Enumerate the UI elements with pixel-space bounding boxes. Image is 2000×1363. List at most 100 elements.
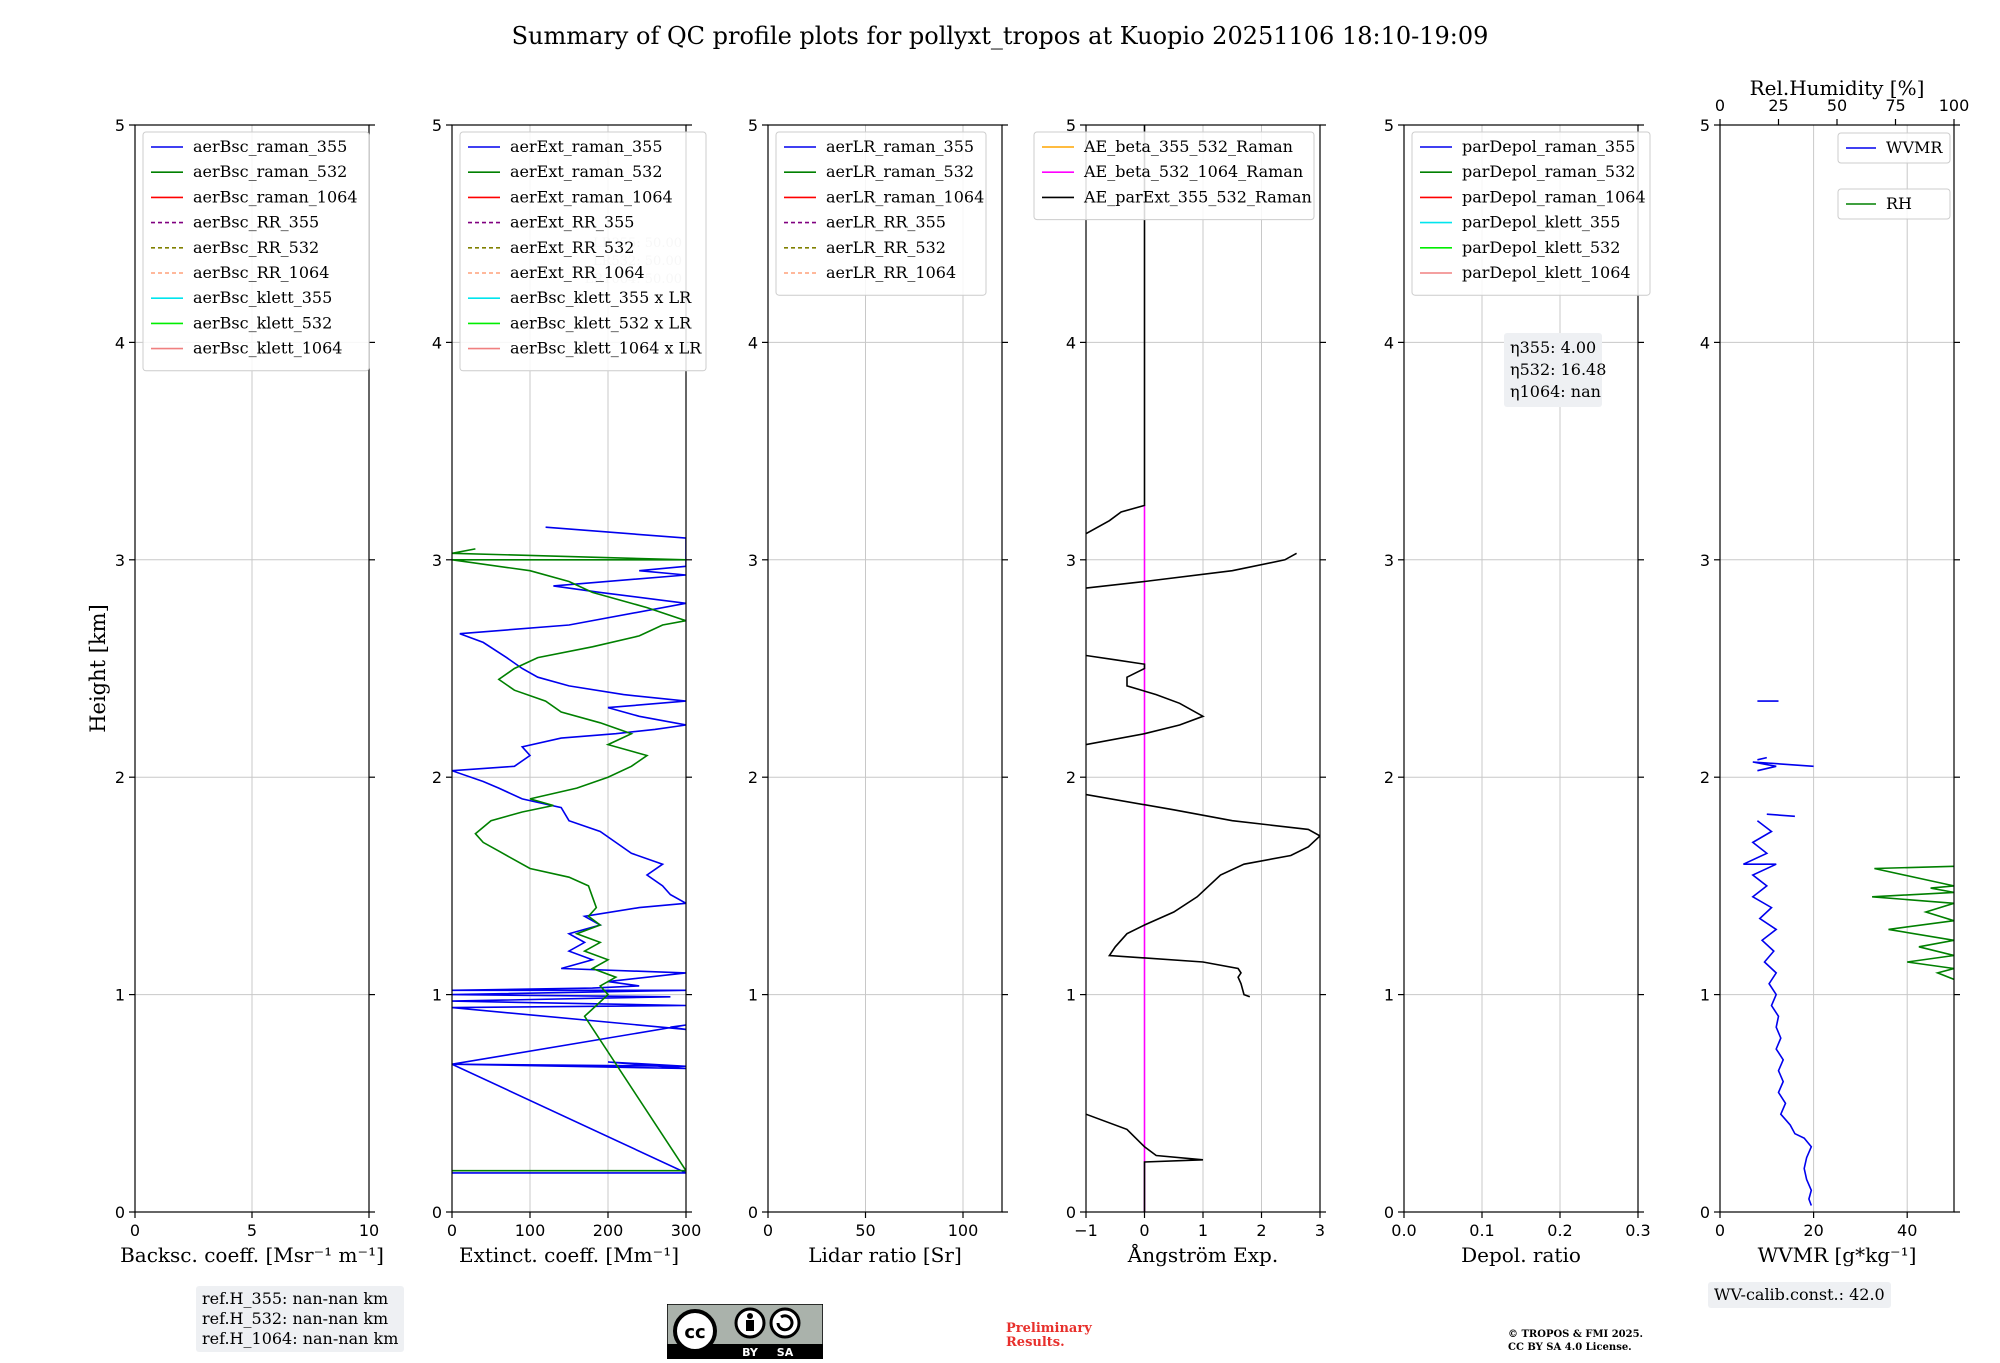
legend-label: parDepol_raman_355 — [1462, 137, 1635, 156]
eta-value: η532: 16.48 — [1510, 360, 1606, 379]
y-tick-label: 0 — [1700, 1203, 1710, 1222]
y-tick-label: 0 — [1384, 1203, 1394, 1222]
y-tick-label: 2 — [432, 768, 442, 787]
top-x-tick-label: 75 — [1885, 96, 1905, 115]
y-tick-label: 3 — [748, 551, 758, 570]
y-tick-label: 3 — [432, 551, 442, 570]
x-tick-label: 0 — [130, 1221, 140, 1240]
figure-title: Summary of QC profile plots for pollyxt_… — [511, 22, 1489, 50]
legend-label: aerBsc_RR_532 — [193, 238, 319, 257]
legend-label: aerBsc_raman_355 — [193, 137, 347, 156]
x-tick-label: 200 — [593, 1221, 624, 1240]
legend-label: aerBsc_klett_1064 — [193, 339, 342, 358]
cc-license-badge: cc BY SA — [666, 1303, 824, 1360]
axes-frame — [1719, 124, 1955, 1213]
y-tick-label: 0 — [1066, 1203, 1076, 1222]
sa-share-icon — [769, 1307, 801, 1339]
legend-label: parDepol_klett_1064 — [1462, 263, 1631, 282]
legend-label: aerLR_RR_1064 — [826, 263, 956, 282]
axes-frame — [767, 124, 1003, 1213]
legend-box — [459, 131, 707, 372]
x-axis-label: Extinct. coeff. [Mm⁻¹] — [459, 1243, 679, 1267]
y-tick-label: 0 — [115, 1203, 125, 1222]
legend-label: RH — [1886, 194, 1912, 213]
legend-box — [1411, 131, 1651, 296]
copyright-line-1: © TROPOS & FMI 2025. — [1508, 1329, 1644, 1340]
wv-calib-const: WV-calib.const.: 42.0 — [1714, 1285, 1885, 1304]
legend-label: aerBsc_RR_355 — [193, 213, 319, 232]
legend-label: parDepol_klett_532 — [1462, 238, 1620, 257]
legend-label: parDepol_raman_532 — [1462, 162, 1635, 181]
x-tick-label: 100 — [948, 1221, 979, 1240]
y-tick-label: 1 — [432, 986, 442, 1005]
series-line-aerExt_raman_532 — [452, 548, 686, 1172]
copyright-line-2: CC BY SA 4.0 License. — [1508, 1342, 1632, 1353]
legend-label: AE_beta_532_1064_Raman — [1083, 162, 1303, 181]
legend-label: parDepol_klett_355 — [1462, 213, 1620, 232]
x-tick-label: 40 — [1897, 1221, 1917, 1240]
preliminary-line-1: Preliminary — [1006, 1321, 1092, 1336]
top-x-tick-label: 25 — [1768, 96, 1788, 115]
y-tick-label: 1 — [1066, 986, 1076, 1005]
cc-sa-label: SA — [777, 1346, 794, 1359]
x-tick-label: 0.0 — [1391, 1221, 1416, 1240]
x-tick-label: 5 — [247, 1221, 257, 1240]
preliminary-line-2: Results. — [1006, 1335, 1065, 1350]
x-axis-label: Backsc. coeff. [Msr⁻¹ m⁻¹] — [120, 1243, 384, 1267]
y-tick-label: 5 — [115, 116, 125, 135]
legend-label: aerBsc_klett_355 x LR — [510, 288, 692, 307]
cc-icon — [673, 1309, 717, 1353]
y-axis-label: Height [km] — [86, 604, 110, 733]
ref-height-box: ref.H_355: nan-nan km ref.H_532: nan-nan… — [196, 1286, 405, 1352]
legend-label: aerExt_RR_355 — [510, 213, 634, 232]
y-tick-label: 4 — [1384, 333, 1394, 352]
y-tick-label: 1 — [1384, 986, 1394, 1005]
cc-by-label: BY — [742, 1346, 759, 1359]
eta-value: η355: 4.00 — [1510, 338, 1596, 357]
y-tick-label: 2 — [1066, 768, 1076, 787]
x-tick-label: 300 — [671, 1221, 702, 1240]
copyright-note: © TROPOS & FMI 2025. CC BY SA 4.0 Licens… — [1508, 1328, 1643, 1354]
x-axis-label: Depol. ratio — [1461, 1243, 1581, 1267]
x-tick-label: 10 — [359, 1221, 379, 1240]
x-tick-label: 0 — [763, 1221, 773, 1240]
legend-label: WVMR — [1886, 138, 1943, 157]
y-tick-label: 4 — [1066, 333, 1076, 352]
ref-height-1064: ref.H_1064: nan-nan km — [202, 1329, 399, 1348]
panel-backscatter: 0 5 10 0 1 2 3 4 5 Backsc. coeff. [Msr⁻¹ m⁻¹] Heig… — [86, 116, 384, 1267]
y-tick-label: 4 — [748, 333, 758, 352]
y-tick-label: 2 — [748, 768, 758, 787]
series-line-aerExt_raman_355 — [452, 526, 686, 1174]
legend-label: aerExt_raman_532 — [510, 162, 663, 181]
y-tick-label: 1 — [748, 986, 758, 1005]
x-tick-label: −1 — [1074, 1221, 1098, 1240]
legend-label: aerLR_RR_532 — [826, 238, 946, 257]
legend-box — [1837, 132, 1951, 164]
legend-label: AE_beta_355_532_Raman — [1083, 137, 1293, 156]
y-tick-label: 5 — [1066, 116, 1076, 135]
y-tick-label: 3 — [115, 551, 125, 570]
axes-frame — [1403, 124, 1639, 1213]
legend-box — [142, 131, 370, 372]
legend-label: aerExt_raman_1064 — [510, 187, 673, 206]
cc-badge-text: cc — [684, 1322, 705, 1343]
legend-label: aerLR_raman_355 — [826, 137, 974, 156]
y-tick-label: 4 — [115, 333, 125, 352]
x-tick-label: 100 — [515, 1221, 546, 1240]
y-tick-label: 4 — [1700, 333, 1710, 352]
x-tick-label: 1 — [1198, 1221, 1208, 1240]
ref-height-532: ref.H_532: nan-nan km — [202, 1309, 389, 1328]
x-axis-label: WVMR [g*kg⁻¹] — [1758, 1243, 1917, 1267]
x-axis-label: Ångström Exp. — [1127, 1242, 1278, 1267]
series-line-RH — [1872, 865, 1954, 981]
legend-label: aerExt_raman_355 — [510, 137, 663, 156]
legend-label: parDepol_raman_1064 — [1462, 187, 1646, 206]
legend-label: aerBsc_klett_1064 x LR — [510, 339, 702, 358]
axes-frame — [451, 124, 687, 1213]
y-tick-label: 5 — [748, 116, 758, 135]
legend-label: aerBsc_raman_532 — [193, 162, 347, 181]
legend-label: aerLR_RR_355 — [826, 213, 946, 232]
